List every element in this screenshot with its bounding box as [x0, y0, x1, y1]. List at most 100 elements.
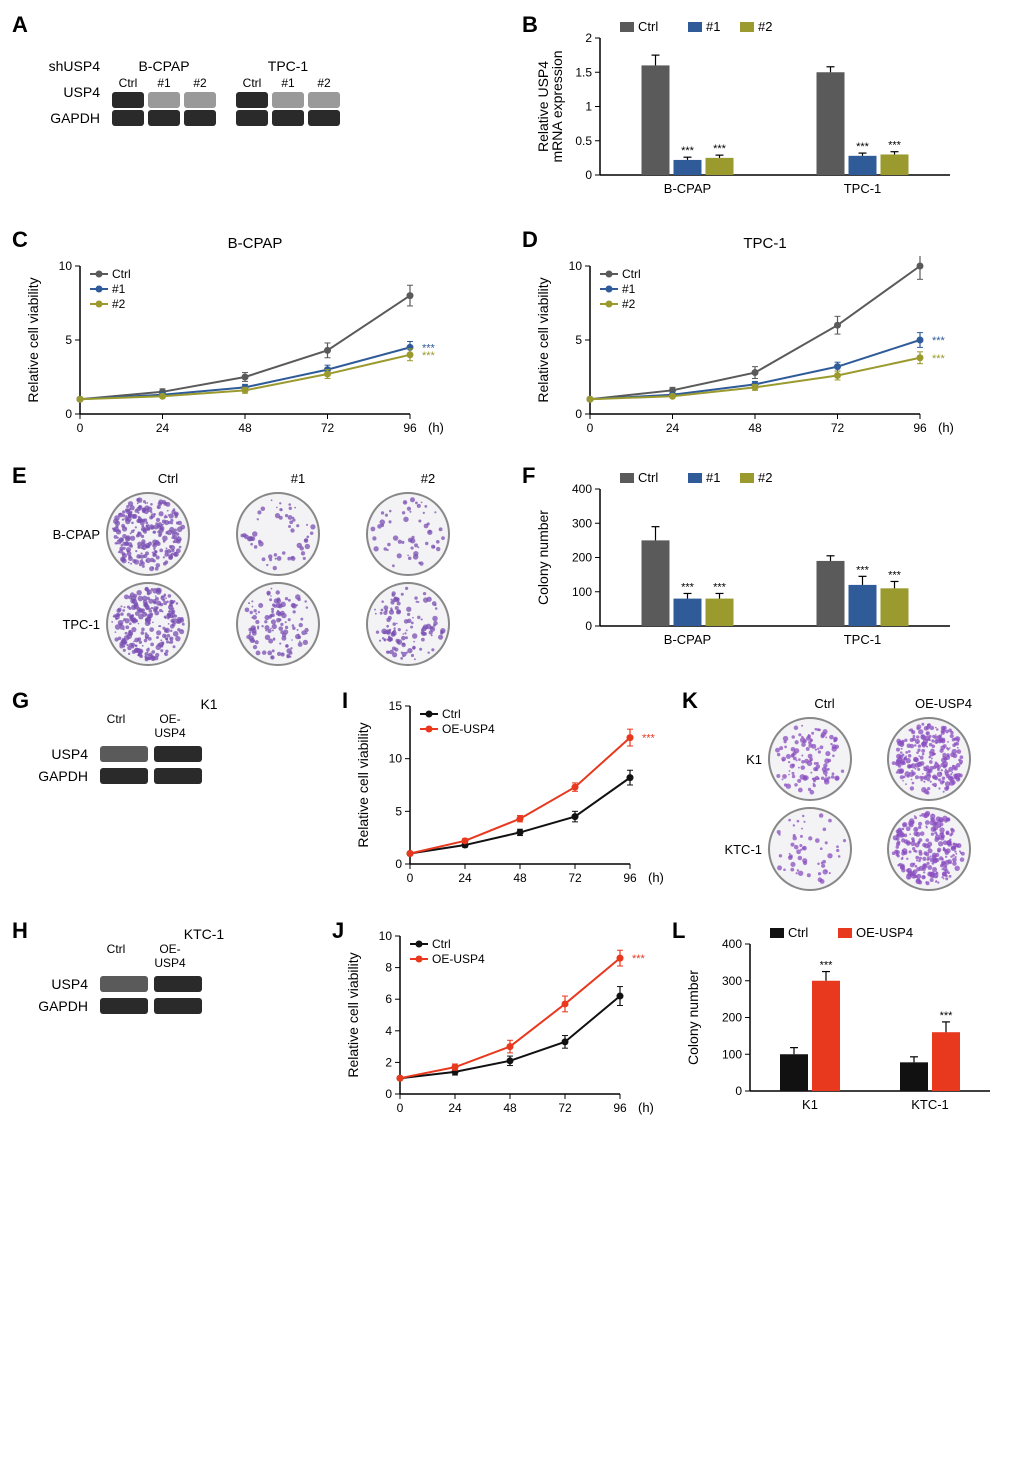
blot-band: [308, 92, 340, 108]
blot-band: [272, 92, 304, 108]
blot-cellline: KTC-1: [88, 926, 320, 942]
panel-J: J 0246810024487296(h)Relative cell viabi…: [340, 926, 660, 1126]
svg-text:72: 72: [321, 421, 335, 435]
blot-band: [236, 110, 268, 126]
panel-F: F 0100200300400Colony numberCtrl#1#2B-CP…: [530, 471, 1000, 666]
svg-text:0: 0: [395, 857, 402, 871]
line-chart-C: 0510024487296(h)Relative cell viabilityC…: [20, 256, 450, 446]
colony-plate: [768, 807, 852, 891]
svg-text:B-CPAP: B-CPAP: [664, 181, 711, 196]
plate-col-label: #1: [236, 471, 360, 486]
blot-band: [100, 976, 148, 992]
panel-C: C B-CPAP 0510024487296(h)Relative cell v…: [20, 235, 490, 446]
svg-text:OE-USP4: OE-USP4: [442, 722, 495, 736]
svg-text:TPC-1: TPC-1: [844, 181, 882, 196]
svg-text:96: 96: [623, 871, 637, 885]
blot-band: [272, 110, 304, 126]
panel-B: B 00.511.52Relative USP4mRNA expressionC…: [530, 20, 1000, 210]
svg-text:K1: K1: [802, 1097, 818, 1112]
svg-text:300: 300: [722, 974, 742, 988]
svg-text:OE-USP4: OE-USP4: [432, 952, 485, 966]
panel-label-A: A: [12, 12, 28, 38]
svg-text:5: 5: [65, 333, 72, 347]
svg-text:(h): (h): [638, 1100, 654, 1115]
colony-plate: [887, 717, 971, 801]
svg-text:***: ***: [856, 564, 870, 576]
svg-text:72: 72: [568, 871, 582, 885]
svg-text:48: 48: [513, 871, 527, 885]
svg-text:(h): (h): [648, 870, 664, 885]
svg-text:Relative cell viability: Relative cell viability: [535, 277, 551, 402]
blot-band: [112, 92, 144, 108]
svg-text:8: 8: [385, 961, 392, 975]
blot-band: [184, 92, 216, 108]
panel-D: D TPC-1 0510024487296(h)Relative cell vi…: [530, 235, 1000, 446]
panel-label-B: B: [522, 12, 538, 38]
plate-col-label: OE-USP4: [887, 696, 1000, 711]
svg-text:(h): (h): [938, 420, 954, 435]
svg-text:10: 10: [59, 259, 73, 273]
svg-text:***: ***: [940, 1010, 954, 1022]
svg-text:B-CPAP: B-CPAP: [664, 632, 711, 647]
svg-text:0: 0: [397, 1101, 404, 1115]
svg-text:***: ***: [888, 569, 902, 581]
blot-cellline: B-CPAP: [138, 58, 189, 74]
plate-row-label: TPC-1: [40, 617, 100, 632]
svg-text:10: 10: [379, 929, 393, 943]
svg-text:96: 96: [613, 1101, 627, 1115]
svg-text:***: ***: [932, 335, 946, 347]
svg-text:Ctrl: Ctrl: [638, 20, 658, 34]
panel-label-C: C: [12, 227, 28, 253]
svg-text:***: ***: [713, 143, 727, 155]
svg-text:2: 2: [385, 1055, 392, 1069]
panel-label-I: I: [342, 688, 348, 714]
plate-row-label: K1: [702, 752, 762, 767]
panel-label-J: J: [332, 918, 344, 944]
blot-row-header: shUSP4: [40, 58, 106, 74]
blot-row-usp4: USP4: [40, 84, 106, 100]
svg-text:72: 72: [831, 421, 845, 435]
panel-label-D: D: [522, 227, 538, 253]
svg-text:400: 400: [572, 482, 592, 496]
blot-band: [154, 976, 202, 992]
svg-text:KTC-1: KTC-1: [911, 1097, 949, 1112]
svg-text:0: 0: [587, 421, 594, 435]
panel-H: H KTC-1CtrlOE-USP4USP4GAPDH: [20, 926, 320, 1126]
svg-text:200: 200: [572, 551, 592, 565]
blot-band: [154, 746, 202, 762]
blot-row: GAPDH: [32, 998, 94, 1014]
blot-band: [100, 746, 148, 762]
panel-label-G: G: [12, 688, 29, 714]
svg-text:***: ***: [422, 350, 436, 362]
svg-text:Ctrl: Ctrl: [432, 937, 451, 951]
svg-text:#1: #1: [706, 471, 720, 485]
blot-cellline: TPC-1: [268, 58, 308, 74]
svg-text:TPC-1: TPC-1: [844, 632, 882, 647]
blot-band: [308, 110, 340, 126]
svg-text:#1: #1: [622, 282, 636, 296]
svg-text:0: 0: [735, 1084, 742, 1098]
panel-label-F: F: [522, 463, 535, 489]
chart-title-C: B-CPAP: [20, 235, 490, 252]
blot-band: [148, 92, 180, 108]
svg-text:0: 0: [77, 421, 84, 435]
svg-text:24: 24: [458, 871, 472, 885]
panel-label-H: H: [12, 918, 28, 944]
svg-text:400: 400: [722, 937, 742, 951]
bar-chart-F: 0100200300400Colony numberCtrl#1#2B-CPAP…: [530, 471, 960, 661]
panel-A: A shUSP4 USP4 GAPDH B-CPAPCtrl#1#2TPC-1C…: [20, 20, 490, 210]
svg-text:100: 100: [572, 585, 592, 599]
svg-text:5: 5: [575, 333, 582, 347]
blot-band: [148, 110, 180, 126]
blot-row: USP4: [32, 746, 94, 762]
svg-text:***: ***: [932, 353, 946, 365]
blot-row: USP4: [32, 976, 94, 992]
colony-plate: [768, 717, 852, 801]
line-chart-I: 051015024487296(h)Relative cell viabilit…: [350, 696, 670, 896]
panel-label-L: L: [672, 918, 685, 944]
svg-text:Relative cell viability: Relative cell viability: [25, 277, 41, 402]
svg-text:#2: #2: [112, 297, 126, 311]
svg-text:OE-USP4: OE-USP4: [856, 926, 913, 940]
panel-label-K: K: [682, 688, 698, 714]
blot-band: [236, 92, 268, 108]
